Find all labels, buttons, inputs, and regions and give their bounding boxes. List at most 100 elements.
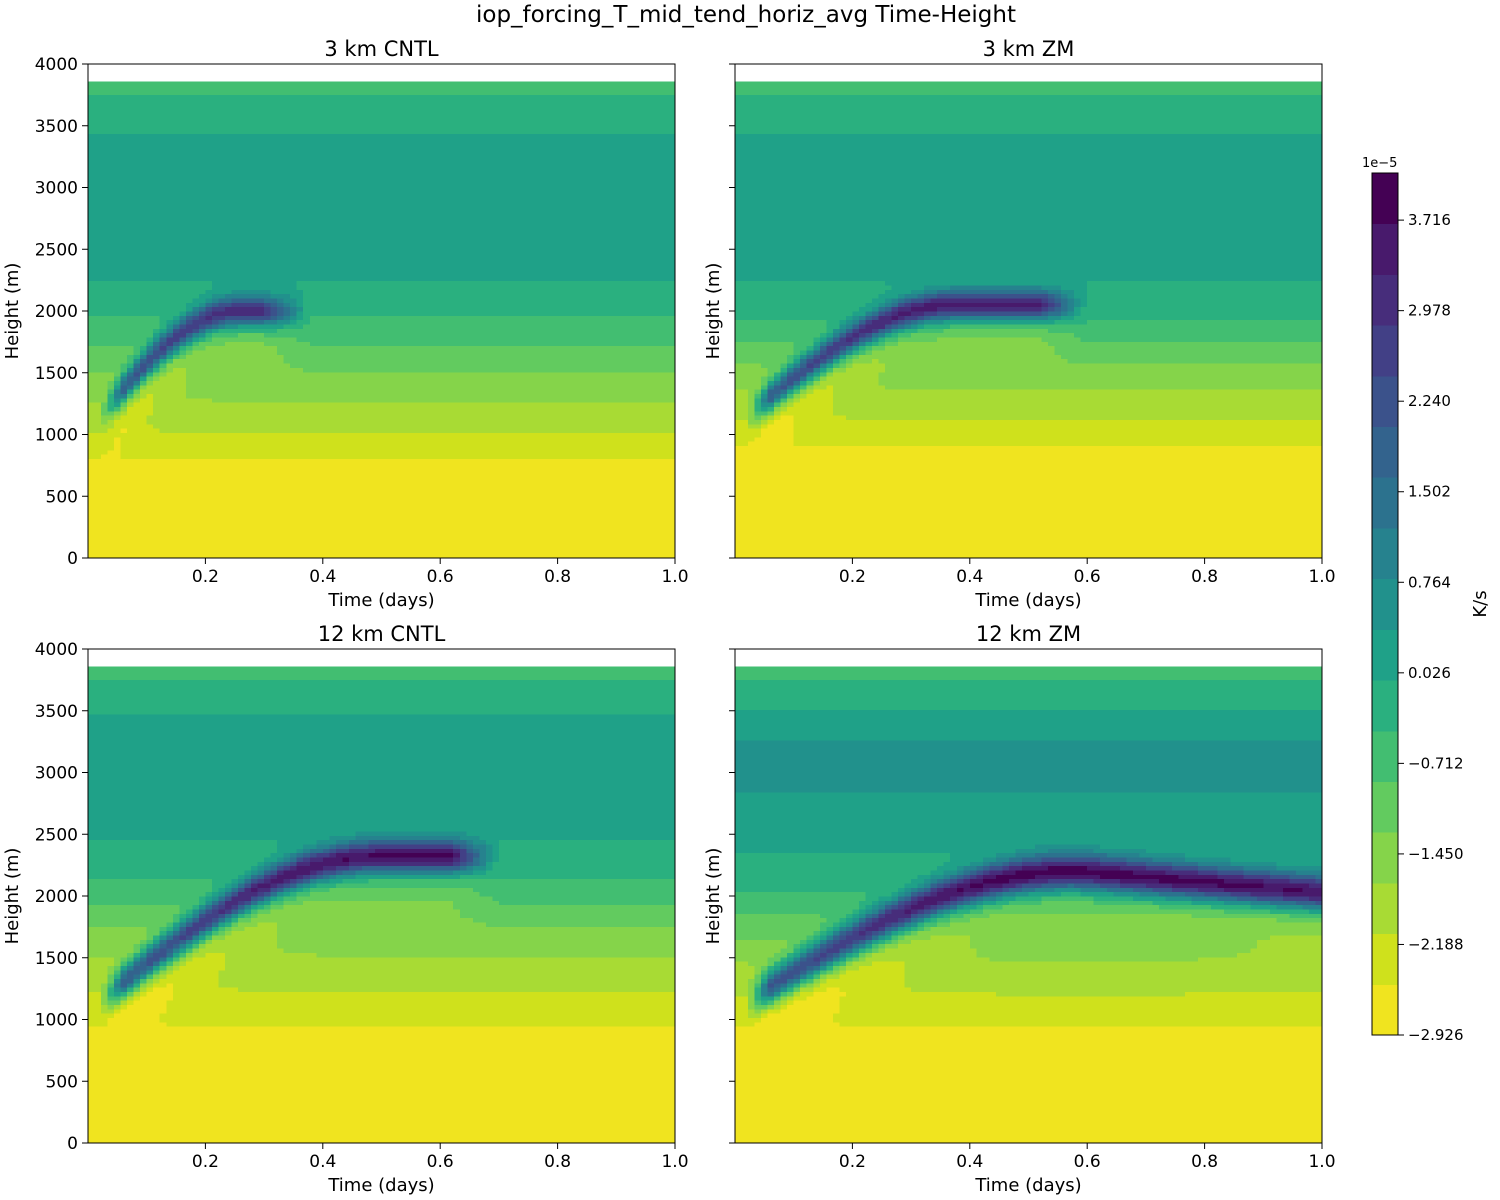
contour-cell	[251, 320, 258, 325]
contour-cell	[153, 536, 160, 541]
contour-cell	[303, 298, 310, 303]
contour-cell	[186, 445, 193, 450]
contour-cell	[264, 237, 271, 242]
contour-cell	[160, 211, 167, 216]
contour-cell	[121, 532, 128, 537]
contour-cell	[186, 181, 193, 186]
contour-cell	[95, 112, 102, 117]
contour-cell	[316, 185, 323, 190]
contour-cell	[166, 133, 173, 138]
contour-cell	[277, 203, 284, 208]
contour-cell	[101, 471, 108, 476]
contour-cell	[192, 367, 199, 372]
contour-cell	[316, 229, 323, 234]
contour-cell	[258, 333, 265, 338]
contour-cell	[231, 263, 238, 268]
contour-cell	[284, 246, 291, 251]
contour-cell	[218, 367, 225, 372]
contour-cell	[258, 549, 265, 554]
contour-cell	[101, 112, 108, 117]
contour-cell	[323, 281, 330, 286]
contour-cell	[297, 116, 304, 121]
contour-cell	[140, 376, 147, 381]
contour-cell	[205, 480, 212, 485]
contour-cell	[134, 307, 141, 312]
contour-cell	[166, 380, 173, 385]
contour-cell	[231, 480, 238, 485]
contour-cell	[297, 510, 304, 515]
contour-cell	[225, 81, 232, 86]
contour-cell	[134, 467, 141, 472]
contour-cell	[192, 324, 199, 329]
contour-cell	[225, 129, 232, 134]
contour-cell	[310, 497, 317, 502]
contour-cell	[199, 155, 206, 160]
contour-cell	[323, 211, 330, 216]
contour-cell	[297, 268, 304, 273]
contour-cell	[205, 484, 212, 489]
contour-cell	[179, 471, 186, 476]
contour-cell	[225, 198, 232, 203]
contour-cell	[323, 354, 330, 359]
contour-cell	[310, 250, 317, 255]
contour-cell	[284, 250, 291, 255]
contour-cell	[121, 268, 128, 273]
contour-cell	[264, 133, 271, 138]
contour-cell	[245, 419, 252, 424]
contour-cell	[186, 372, 193, 377]
contour-cell	[290, 112, 297, 117]
contour-cell	[166, 536, 173, 541]
contour-cell	[179, 207, 186, 212]
contour-cell	[245, 229, 252, 234]
contour-cell	[316, 346, 323, 351]
contour-cell	[284, 450, 291, 455]
contour-cell	[251, 393, 258, 398]
contour-cell	[199, 493, 206, 498]
contour-cell	[88, 237, 95, 242]
contour-cell	[108, 493, 115, 498]
contour-cell	[179, 367, 186, 372]
contour-cell	[290, 315, 297, 320]
contour-cell	[95, 281, 102, 286]
contour-cell	[140, 307, 147, 312]
contour-cell	[179, 289, 186, 294]
contour-cell	[199, 437, 206, 442]
contour-cell	[231, 549, 238, 554]
contour-cell	[108, 445, 115, 450]
contour-cell	[290, 237, 297, 242]
contour-cell	[264, 229, 271, 234]
contour-cell	[140, 445, 147, 450]
contour-cell	[134, 380, 141, 385]
contour-cell	[192, 151, 199, 156]
contour-cell	[336, 354, 343, 359]
contour-cell	[310, 81, 317, 86]
contour-cell	[95, 515, 102, 520]
contour-cell	[290, 99, 297, 104]
contour-cell	[140, 363, 147, 368]
contour-cell	[238, 359, 245, 364]
contour-cell	[212, 181, 219, 186]
contour-cell	[108, 389, 115, 394]
contour-cell	[245, 168, 252, 173]
contour-cell	[160, 242, 167, 247]
contour-cell	[251, 476, 258, 481]
contour-cell	[225, 406, 232, 411]
contour-cell	[329, 177, 336, 182]
contour-cell	[95, 372, 102, 377]
contour-cell	[303, 90, 310, 95]
contour-cell	[258, 285, 265, 290]
contour-cell	[303, 385, 310, 390]
contour-cell	[101, 289, 108, 294]
contour-cell	[225, 515, 232, 520]
contour-cell	[225, 367, 232, 372]
contour-cell	[258, 428, 265, 433]
contour-cell	[186, 125, 193, 130]
contour-cell	[192, 393, 199, 398]
contour-cell	[186, 519, 193, 524]
contour-cell	[297, 406, 304, 411]
contour-cell	[258, 484, 265, 489]
contour-cell	[166, 142, 173, 147]
contour-cell	[101, 185, 108, 190]
contour-cell	[88, 463, 95, 468]
contour-cell	[114, 272, 121, 277]
